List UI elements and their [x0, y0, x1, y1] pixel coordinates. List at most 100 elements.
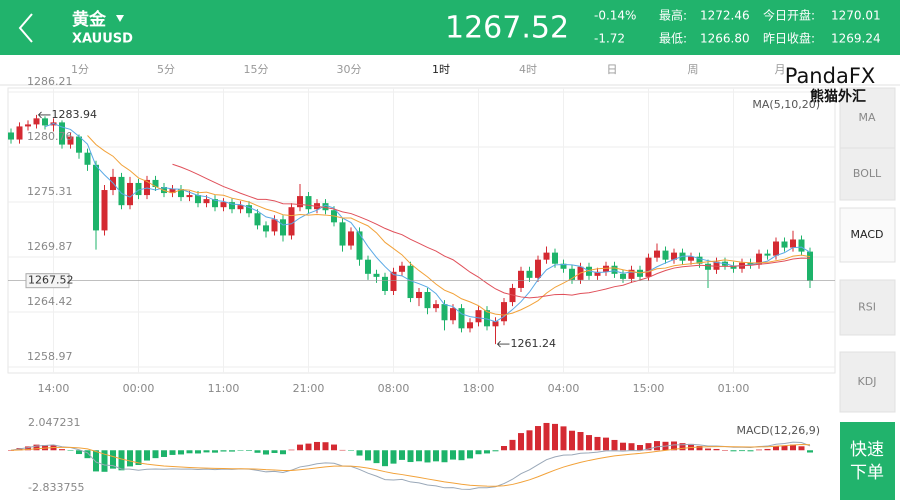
candle-body	[16, 126, 23, 140]
candle-body	[67, 136, 74, 145]
candle-body	[441, 304, 448, 321]
dropdown-icon[interactable]	[116, 15, 124, 22]
macd-bar	[654, 441, 660, 451]
tab[interactable]: 4时	[519, 63, 537, 76]
macd-bar	[237, 450, 244, 451]
indicator-button[interactable]	[839, 147, 896, 201]
candle-body	[263, 225, 269, 232]
macd-bar	[543, 422, 550, 451]
candle-body	[433, 304, 439, 309]
macd-bar	[679, 443, 686, 451]
macd-bar	[161, 450, 167, 457]
macd-bar	[458, 450, 465, 461]
back-button[interactable]	[18, 13, 33, 43]
macd-bar	[390, 450, 397, 464]
x-tick-label: 04:00	[548, 382, 580, 395]
candle-body	[237, 205, 244, 210]
candle-body	[407, 265, 414, 299]
x-tick-label: 15:00	[633, 382, 665, 395]
candle-body	[688, 256, 694, 261]
macd-bar	[501, 446, 507, 451]
labels: 1258.97 1264.42 1269.87 1275.31 1280.76 1286.…	[25, 75, 749, 494]
logo-cn: 熊猫外汇	[810, 88, 866, 105]
macd-bar	[645, 443, 652, 451]
candle-body	[501, 302, 507, 322]
y-tick-label: 1286.21	[27, 75, 73, 88]
candle-body	[518, 270, 524, 288]
high: 1272.46	[700, 9, 750, 23]
macd-bar	[76, 450, 82, 455]
macd-bar	[84, 450, 91, 459]
x-tick-label: 14:00	[38, 382, 70, 395]
macd-bar	[807, 450, 813, 453]
quick-order-text[interactable]: 下单	[850, 463, 884, 483]
indicator-label[interactable]: BOLL	[853, 167, 882, 180]
macd-bar	[790, 444, 796, 451]
tab[interactable]: 1分	[71, 63, 89, 76]
candle-body	[127, 182, 133, 206]
macd-bar	[722, 450, 728, 451]
tab[interactable]: 5分	[157, 63, 175, 76]
macd-bar	[518, 433, 524, 451]
candle-body	[552, 252, 558, 264]
indicator-label[interactable]: MACD	[851, 228, 884, 241]
macd-bar	[773, 446, 779, 451]
candle-body	[42, 118, 48, 126]
candle-body	[671, 252, 677, 260]
price-chart	[8, 114, 835, 345]
indicator-label[interactable]: KDJ	[858, 375, 877, 388]
indicator-label[interactable]: MA	[858, 111, 875, 124]
macd-bar	[59, 449, 65, 451]
indicator-button[interactable]	[839, 87, 896, 149]
candle-body	[781, 241, 788, 248]
macd-bar	[526, 430, 533, 451]
last-price-label: 1267.52	[28, 274, 74, 287]
tab[interactable]: 1时	[432, 63, 450, 76]
candle-body	[662, 250, 669, 260]
macd-bar	[67, 450, 74, 451]
ma-line	[87, 135, 811, 316]
high-label: 最高:	[659, 8, 687, 23]
tab[interactable]: 日	[607, 63, 618, 76]
tab[interactable]: 月	[775, 63, 786, 76]
candle-body	[560, 263, 567, 269]
candle-body	[195, 195, 201, 204]
symbol: XAUUSD	[72, 32, 133, 47]
macd-bar	[229, 450, 235, 452]
macd-bar	[424, 450, 431, 463]
candle-body	[756, 253, 762, 265]
indicator-button[interactable]	[839, 279, 896, 336]
macd-bar	[798, 446, 805, 451]
arrow	[37, 111, 51, 119]
candle-body	[118, 176, 125, 206]
indicator-button[interactable]	[839, 207, 896, 263]
quick-order-text[interactable]: 快速	[850, 440, 884, 460]
macd-bar	[603, 437, 609, 451]
macd-bar	[169, 450, 176, 455]
tab[interactable]: 15分	[244, 63, 269, 76]
instrument-name[interactable]: 黄金	[72, 9, 107, 30]
candle-body	[101, 190, 108, 231]
macd-bar	[509, 439, 516, 451]
macd-bar	[730, 450, 737, 452]
macd-bar	[416, 450, 422, 462]
macd-bar	[441, 450, 448, 463]
indicator-label[interactable]: RSI	[858, 301, 876, 314]
macd-bar	[696, 445, 703, 451]
tab[interactable]: 周	[688, 63, 699, 76]
y-tick-label: 1258.97	[27, 350, 73, 363]
candle-body	[603, 265, 609, 272]
indicator-button[interactable]	[839, 351, 896, 413]
macd-bar	[144, 450, 150, 461]
candle-body	[645, 257, 652, 277]
macd-bar	[127, 450, 133, 467]
candle-body	[790, 239, 796, 248]
candle-body	[450, 308, 456, 321]
tab[interactable]: 30分	[337, 63, 362, 76]
quick-order-button[interactable]	[840, 422, 895, 500]
grid	[8, 88, 835, 373]
candle-body	[620, 273, 626, 279]
extreme-label: 1283.94	[52, 108, 98, 121]
extreme-label: 1261.24	[511, 337, 557, 350]
candle-body	[416, 291, 422, 299]
